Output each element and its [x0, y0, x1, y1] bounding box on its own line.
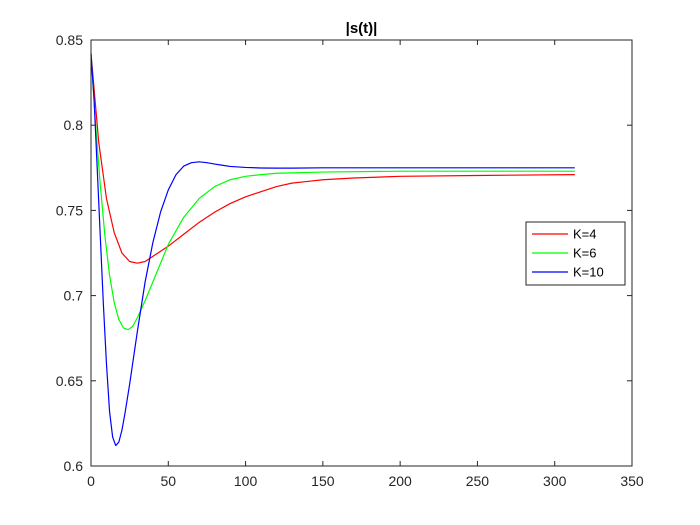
legend-label-2: K=6 — [573, 246, 597, 261]
y-tick-label: 0.7 — [64, 288, 84, 304]
legend-label-3: K=10 — [573, 265, 604, 280]
series-line-1 — [90, 53, 575, 264]
axes-box — [90, 39, 633, 467]
x-tick-label: 100 — [234, 473, 258, 489]
series-line-2 — [90, 53, 575, 331]
x-tick-label: 150 — [311, 473, 335, 489]
y-tick-label: 0.8 — [64, 117, 84, 133]
y-tick-label: 0.6 — [64, 458, 84, 474]
y-tick-label: 0.85 — [56, 32, 83, 48]
x-tick-label: 0 — [87, 473, 95, 489]
x-tick-label: 200 — [388, 473, 412, 489]
y-tick-label: 0.75 — [56, 202, 83, 218]
legend: K=4 K=6 K=10 — [525, 221, 626, 286]
x-tick-label: 300 — [543, 473, 567, 489]
legend-label-1: K=4 — [573, 227, 597, 242]
x-tick-label: 50 — [160, 473, 176, 489]
series-layer — [90, 53, 575, 447]
x-tick-label: 350 — [620, 473, 644, 489]
x-tick-label: 250 — [466, 473, 490, 489]
ticks-layer: 0 50 100 150 200 250 300 350 0.6 0.65 0.7 0.75 0.8 0.… — [56, 32, 644, 489]
y-tick-label: 0.65 — [56, 373, 83, 389]
series-line-3 — [90, 53, 575, 447]
chart-title: |s(t)| — [346, 20, 378, 37]
